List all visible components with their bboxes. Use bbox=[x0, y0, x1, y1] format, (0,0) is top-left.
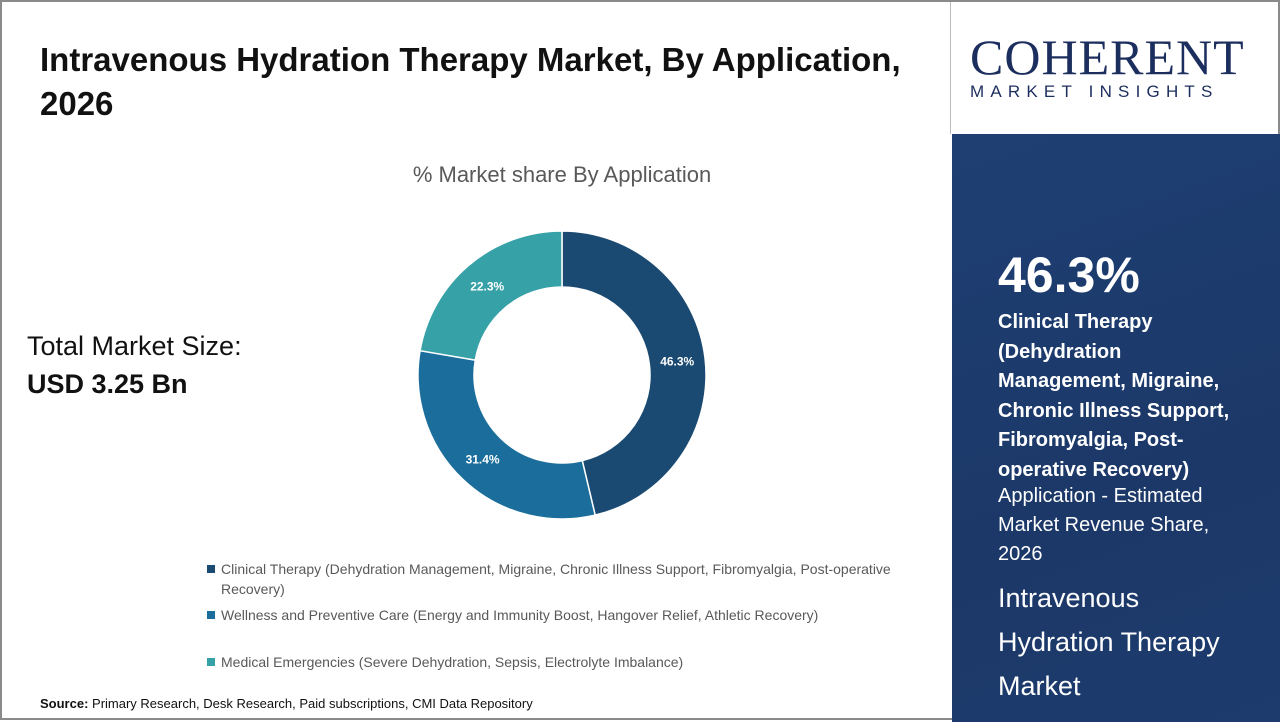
donut-slice bbox=[417, 349, 597, 520]
highlight-segment: Clinical Therapy (Dehydration Management… bbox=[998, 311, 1230, 481]
legend-item: Clinical Therapy (Dehydration Management… bbox=[207, 559, 937, 605]
data-label: 22.3% bbox=[470, 279, 504, 293]
logo: COHERENT MARKET INSIGHTS bbox=[970, 32, 1270, 102]
legend-swatch bbox=[207, 658, 215, 666]
logo-subtext: MARKET INSIGHTS bbox=[970, 82, 1219, 101]
donut-slice bbox=[419, 230, 563, 362]
legend-swatch bbox=[207, 611, 215, 619]
legend-label: Wellness and Preventive Care (Energy and… bbox=[221, 607, 819, 623]
chart-title: % Market share By Application bbox=[412, 162, 712, 187]
total-market-size: Total Market Size: USD 3.25 Bn bbox=[27, 327, 242, 403]
highlight-description: Application - Estimated Market Revenue S… bbox=[998, 485, 1210, 565]
legend: Clinical Therapy (Dehydration Management… bbox=[207, 559, 937, 672]
highlight-panel: 46.3% Clinical Therapy (Dehydration Mana… bbox=[952, 134, 1280, 722]
legend-label: Medical Emergencies (Severe Dehydration,… bbox=[221, 654, 684, 670]
logo-text: COHERENT bbox=[970, 29, 1245, 85]
donut-chart: 46.3% 31.4% 22.3% bbox=[417, 230, 707, 520]
total-label: Total Market Size: bbox=[27, 331, 242, 361]
source-note: Source: Primary Research, Desk Research,… bbox=[40, 696, 533, 711]
donut-slice bbox=[561, 230, 707, 517]
total-value: USD 3.25 Bn bbox=[27, 369, 188, 399]
data-label: 46.3% bbox=[660, 355, 694, 369]
divider bbox=[950, 2, 951, 134]
source-label: Source: bbox=[40, 696, 89, 711]
page-title: Intravenous Hydration Therapy Market, By… bbox=[40, 41, 901, 122]
highlight-value: 46.3% bbox=[998, 247, 1140, 303]
source-text: Primary Research, Desk Research, Paid su… bbox=[88, 696, 533, 711]
legend-label: Clinical Therapy (Dehydration Management… bbox=[221, 561, 891, 597]
legend-swatch bbox=[207, 565, 215, 573]
legend-item: Medical Emergencies (Severe Dehydration,… bbox=[207, 652, 937, 672]
highlight-market: Intravenous Hydration Therapy Market bbox=[998, 583, 1220, 701]
data-label: 31.4% bbox=[466, 453, 500, 467]
legend-item: Wellness and Preventive Care (Energy and… bbox=[207, 605, 937, 652]
